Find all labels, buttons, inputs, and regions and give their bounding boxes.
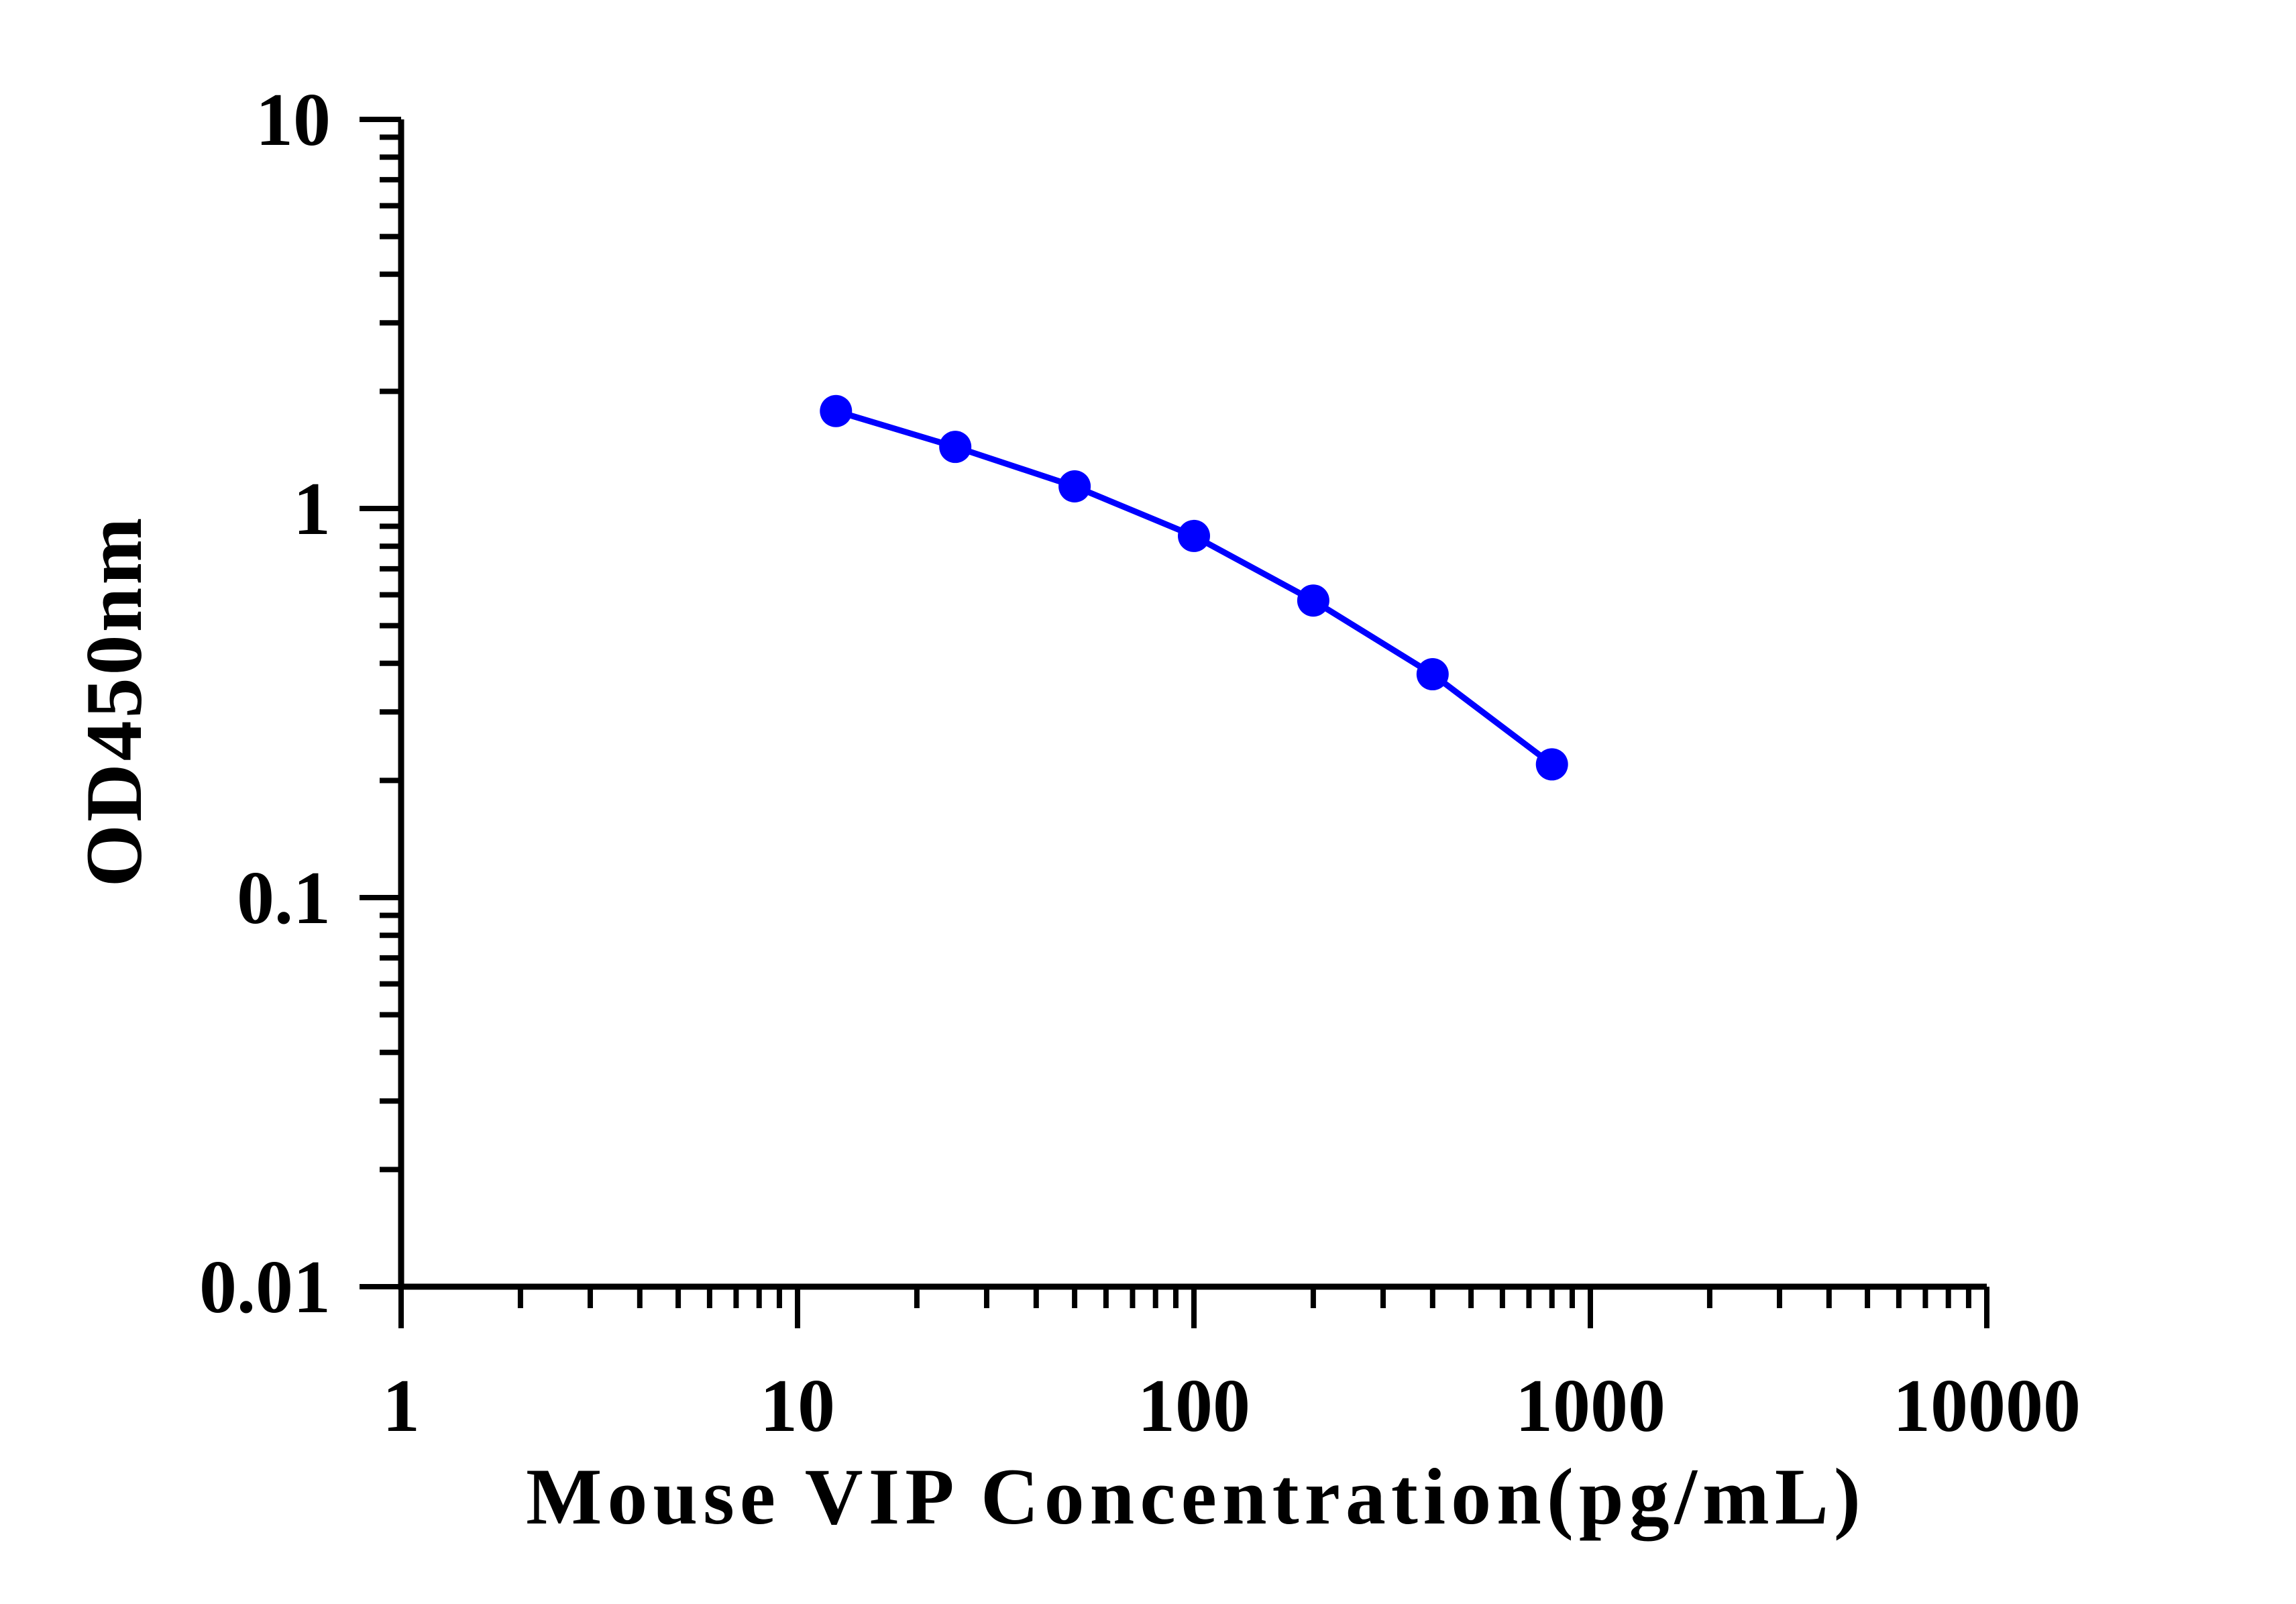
series-layer [820,394,1568,781]
y-axis-title: OD450nm [69,515,158,888]
x-axis-title: Mouse VIP Concentration(pg/mL) [526,1452,1866,1542]
axes [398,119,1987,1290]
data-point [939,431,972,464]
tick-labels: 1 10 100 1000 10000 0.01 0.1 1 10 [199,78,2081,1448]
data-point [1535,748,1568,781]
data-point [820,394,853,427]
x-tick-label: 10 [760,1365,835,1448]
x-tick-label: 100 [1138,1365,1250,1448]
data-point [1416,658,1449,691]
y-tick-label: 1 [293,468,331,551]
x-tick-label: 10000 [1893,1365,2081,1448]
data-point [1058,470,1091,502]
tick-marks [360,117,1989,1328]
series-line [834,408,1554,767]
y-tick-label: 0.1 [237,857,331,940]
x-tick-label: 1 [382,1365,420,1448]
x-tick-label: 1000 [1515,1365,1665,1448]
y-tick-label: 0.01 [199,1246,331,1329]
y-tick-label: 10 [256,78,331,162]
data-point [1178,519,1210,552]
data-point [1297,584,1329,617]
